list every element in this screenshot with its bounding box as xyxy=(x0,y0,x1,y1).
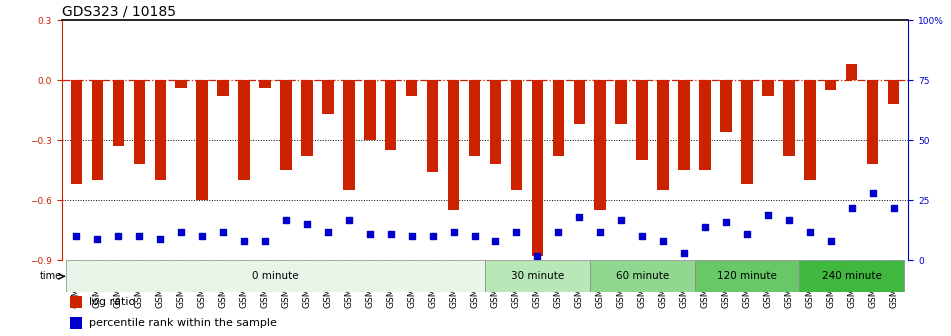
Point xyxy=(613,217,629,222)
Bar xyxy=(888,80,900,104)
Point xyxy=(68,234,84,239)
Bar xyxy=(406,80,417,96)
Text: log ratio: log ratio xyxy=(88,297,135,307)
Bar xyxy=(825,80,837,90)
Point xyxy=(572,214,587,220)
Point xyxy=(341,217,357,222)
Point xyxy=(300,222,315,227)
Point xyxy=(216,229,231,234)
Bar xyxy=(70,296,82,308)
Point xyxy=(110,234,126,239)
Bar xyxy=(799,260,904,292)
Bar xyxy=(197,80,208,200)
Bar xyxy=(532,80,543,256)
Text: 0 minute: 0 minute xyxy=(252,271,299,281)
Bar xyxy=(385,80,397,150)
Point xyxy=(279,217,294,222)
Point xyxy=(739,231,754,237)
Bar xyxy=(741,80,752,184)
Point xyxy=(362,231,378,237)
Bar xyxy=(636,80,648,160)
Bar xyxy=(590,260,694,292)
Point xyxy=(823,239,838,244)
Bar xyxy=(133,80,146,164)
Bar xyxy=(490,80,501,164)
Point xyxy=(655,239,670,244)
Point xyxy=(592,229,608,234)
Point xyxy=(89,236,105,242)
Point xyxy=(467,234,482,239)
Bar xyxy=(845,64,858,80)
Bar xyxy=(762,80,773,96)
Bar xyxy=(301,80,313,156)
Bar xyxy=(239,80,250,180)
Bar xyxy=(260,80,271,88)
Bar xyxy=(218,80,229,96)
Text: GDS323 / 10185: GDS323 / 10185 xyxy=(62,5,176,19)
Bar xyxy=(448,80,459,210)
Point xyxy=(844,205,860,210)
Text: 30 minute: 30 minute xyxy=(511,271,564,281)
Point xyxy=(802,229,817,234)
Point xyxy=(237,239,252,244)
Bar xyxy=(322,80,334,114)
Point xyxy=(509,229,524,234)
Bar xyxy=(70,80,82,184)
Point xyxy=(383,231,398,237)
Point xyxy=(320,229,336,234)
Bar xyxy=(720,80,731,132)
Bar xyxy=(866,80,879,164)
Bar xyxy=(678,80,689,170)
Bar xyxy=(281,80,292,170)
Bar xyxy=(70,317,82,329)
Bar xyxy=(154,80,166,180)
Point xyxy=(153,236,168,242)
Point xyxy=(697,224,712,229)
Bar xyxy=(657,80,669,190)
Point xyxy=(258,239,273,244)
Point xyxy=(488,239,503,244)
Bar xyxy=(699,80,710,170)
Point xyxy=(676,251,691,256)
Bar xyxy=(176,80,187,88)
Point xyxy=(446,229,461,234)
Bar xyxy=(694,260,799,292)
Point xyxy=(781,217,796,222)
Bar xyxy=(615,80,627,124)
Bar xyxy=(783,80,794,156)
Bar xyxy=(91,80,104,180)
Point xyxy=(760,212,775,217)
Bar xyxy=(594,80,606,210)
Point xyxy=(132,234,147,239)
Bar xyxy=(469,80,480,156)
Point xyxy=(718,219,733,225)
Bar xyxy=(485,260,590,292)
Bar xyxy=(804,80,816,180)
Point xyxy=(195,234,210,239)
Bar xyxy=(112,80,125,146)
Text: percentile rank within the sample: percentile rank within the sample xyxy=(88,318,277,328)
Text: 120 minute: 120 minute xyxy=(717,271,777,281)
Text: 240 minute: 240 minute xyxy=(822,271,882,281)
Point xyxy=(404,234,419,239)
Bar xyxy=(66,260,485,292)
Bar xyxy=(511,80,522,190)
Bar xyxy=(427,80,438,172)
Bar xyxy=(553,80,564,156)
Bar xyxy=(343,80,355,190)
Point xyxy=(865,191,881,196)
Point xyxy=(530,253,545,258)
Text: 60 minute: 60 minute xyxy=(615,271,669,281)
Point xyxy=(425,234,440,239)
Bar xyxy=(364,80,376,140)
Bar xyxy=(573,80,585,124)
Point xyxy=(634,234,650,239)
Point xyxy=(174,229,189,234)
Text: time: time xyxy=(39,271,62,281)
Point xyxy=(886,205,902,210)
Point xyxy=(551,229,566,234)
